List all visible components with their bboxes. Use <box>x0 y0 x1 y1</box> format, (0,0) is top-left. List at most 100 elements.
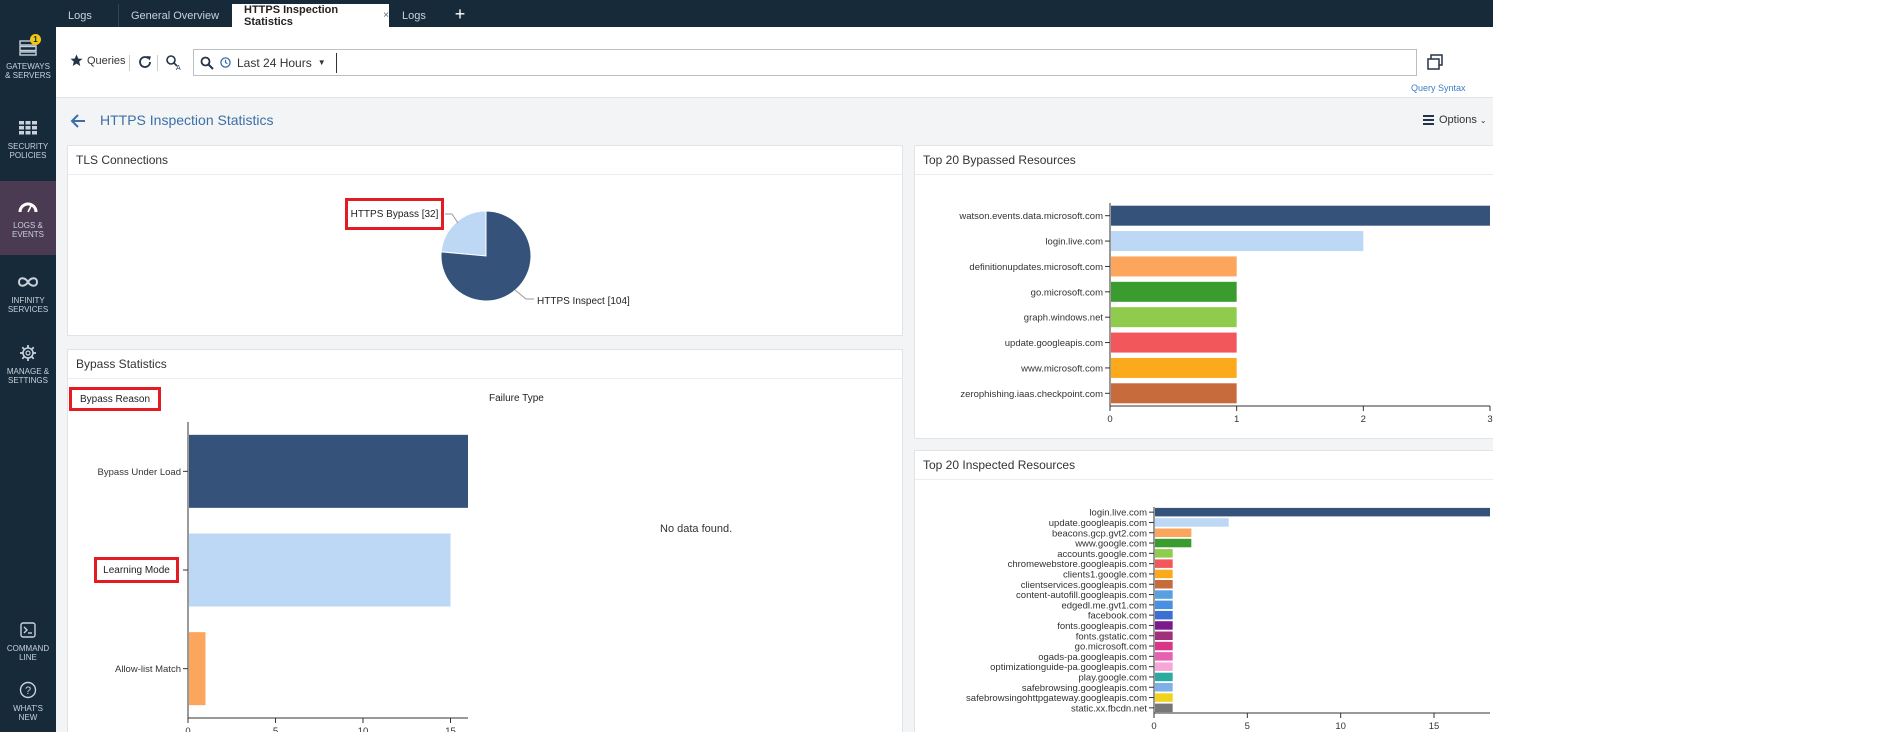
tab-logs-1[interactable]: Logs <box>56 4 118 27</box>
top-bypassed-chart: watson.events.data.microsoft.com login.li… <box>958 203 1493 425</box>
nav-whats-new[interactable]: ? WHAT'S NEW <box>0 680 56 730</box>
bypass-reason-chart: Bypass Under Load Allow-list Match 0 5 10 15 <box>98 422 468 732</box>
nav-label: MANAGE & SETTINGS <box>6 367 50 385</box>
notification-badge: 1 <box>30 34 41 45</box>
app-window: 1 GATEWAYS & SERVERS SECURITY POLICIES L… <box>0 0 1493 732</box>
bar-zerophishing-iaas-checkpoint-com <box>1111 383 1237 404</box>
bar-edgedl-me-gvt1-com <box>1155 600 1173 610</box>
bypass-statistics-panel: Bypass Statistics Bypass Reason Failure … <box>67 349 903 732</box>
y-tick-label: Bypass Under Load <box>98 467 181 478</box>
y-tick-label: edgedl.me.gvt1.com <box>1061 600 1147 611</box>
nav-manage-settings[interactable]: MANAGE & SETTINGS <box>0 343 56 393</box>
highlighted-label-learning-mode: Learning Mode <box>94 557 179 583</box>
no-data-message: No data found. <box>660 523 733 535</box>
bar-safebrowsing-googleapis-com <box>1155 683 1173 692</box>
nav-label: INFINITY SERVICES <box>7 296 49 314</box>
popout-icon[interactable] <box>1427 54 1443 70</box>
nav-label: SECURITY POLICIES <box>7 142 49 160</box>
y-tick-label: safebrowsingohttpgateway.googleapis.com <box>966 693 1147 704</box>
y-tick-label: accounts.google.com <box>1057 549 1147 560</box>
search-input[interactable] <box>335 52 1416 73</box>
panel-title: Bypass Statistics <box>76 357 167 371</box>
y-tick-label: go.microsoft.com <box>1075 642 1147 653</box>
y-tick-label: watson.events.data.microsoft.com <box>958 211 1103 222</box>
x-tick-label: 1 <box>1234 414 1239 425</box>
bar-beacons-gcp-gvt2-com <box>1155 528 1192 537</box>
pie-label-https-inspect: HTTPS Inspect [104] <box>537 296 630 307</box>
nav-command-line[interactable]: COMMAND LINE <box>0 620 56 670</box>
x-tick-label: 0 <box>1107 414 1112 425</box>
bar-content-autofill-googleapis-com <box>1155 590 1173 599</box>
bar-update-googleapis-com <box>1111 332 1237 353</box>
tab-https-inspection-statistics[interactable]: HTTPS Inspection Statistics × <box>232 4 389 28</box>
y-tick-label: fonts.googleapis.com <box>1057 621 1147 632</box>
bar-fonts-gstatic-com <box>1155 631 1173 640</box>
y-tick-label: login.live.com <box>1089 508 1147 519</box>
y-tick-label: content-autofill.googleapis.com <box>1016 590 1147 601</box>
nav-label: WHAT'S NEW <box>13 704 43 722</box>
left-navigation: 1 GATEWAYS & SERVERS SECURITY POLICIES L… <box>0 0 56 732</box>
options-label: Options <box>1439 114 1477 126</box>
x-tick-label: 10 <box>1335 721 1346 732</box>
search-filter-icon[interactable]: A <box>164 53 182 71</box>
options-button[interactable]: Options ⌄ <box>1423 114 1487 126</box>
query-syntax-link[interactable]: Query Syntax <box>1411 83 1466 93</box>
y-tick-label: clients1.google.com <box>1063 569 1147 580</box>
time-range-dropdown[interactable]: Last 24 Hours ▼ <box>220 56 336 70</box>
y-tick-label: www.google.com <box>1074 539 1147 550</box>
menu-icon <box>1423 115 1434 125</box>
bar-fonts-googleapis-com <box>1155 621 1173 630</box>
bar-accounts-google-com <box>1155 549 1173 558</box>
bar-update-googleapis-com <box>1155 518 1229 527</box>
bar-clients1-google-com <box>1155 569 1173 579</box>
nav-security-policies[interactable]: SECURITY POLICIES <box>0 118 56 168</box>
tab-general-overview[interactable]: General Overview <box>118 4 230 27</box>
panel-title: Top 20 Bypassed Resources <box>923 153 1076 167</box>
divider <box>915 479 1493 480</box>
x-tick-label: 2 <box>1361 414 1366 425</box>
nav-gateways-servers[interactable]: 1 GATEWAYS & SERVERS <box>0 34 56 88</box>
gear-icon <box>17 343 39 363</box>
bar-safebrowsingohttpgateway-googleapis-com <box>1155 693 1173 702</box>
bar-login-live-com <box>1155 507 1490 517</box>
top-inspected-chart: login.live.comupdate.googleapis.combeaco… <box>966 507 1490 732</box>
infinity-icon <box>17 272 39 292</box>
y-tick-label: optimizationguide-pa.googleapis.com <box>990 662 1147 673</box>
bar-watson-events-data-microsoft-com <box>1111 205 1490 226</box>
nav-logs-events[interactable]: LOGS & EVENTS <box>0 181 56 255</box>
bar-graph-windows-net <box>1111 307 1237 328</box>
nav-infinity-services[interactable]: INFINITY SERVICES <box>0 272 56 322</box>
svg-text:?: ? <box>25 685 31 697</box>
y-tick-label: ogads-pa.googleapis.com <box>1038 652 1147 663</box>
x-tick-label: 15 <box>445 726 456 732</box>
tls-pie-chart <box>440 210 534 302</box>
y-tick-label: play.google.com <box>1079 672 1148 683</box>
x-tick-label: 0 <box>1151 721 1156 732</box>
bar-play-google-com <box>1155 672 1173 682</box>
bar-bypass-under-load <box>189 434 468 508</box>
tab-label: General Overview <box>131 9 220 22</box>
time-range-label: Last 24 Hours <box>237 55 312 70</box>
nav-label: LOGS & EVENTS <box>11 221 44 239</box>
tab-close-icon[interactable]: × <box>383 10 389 21</box>
failure-type-label: Failure Type <box>489 393 544 404</box>
svg-text:A: A <box>176 65 181 71</box>
tab-logs-2[interactable]: Logs <box>390 4 444 27</box>
back-arrow-icon[interactable] <box>70 114 86 128</box>
y-tick-label: clientservices.googleapis.com <box>1021 580 1147 591</box>
bar-www-microsoft-com <box>1111 357 1237 378</box>
query-bar: Queries A Last 24 Hours ▼ Query Syntax <box>56 27 1493 98</box>
refresh-icon[interactable] <box>136 53 154 71</box>
x-tick-label: 10 <box>358 726 369 732</box>
y-tick-label: graph.windows.net <box>1024 313 1104 324</box>
queries-button[interactable]: Queries <box>70 54 126 67</box>
x-tick-label: 15 <box>1429 721 1440 732</box>
add-tab-button[interactable]: + <box>454 4 466 24</box>
gateway-icon: 1 <box>17 34 41 58</box>
search-icon <box>194 56 220 70</box>
divider <box>68 378 902 379</box>
panel-title: TLS Connections <box>76 153 169 167</box>
bar-facebook-com <box>1155 610 1173 620</box>
bar-definitionupdates-microsoft-com <box>1111 256 1237 277</box>
leader-line-inspect <box>514 289 534 300</box>
